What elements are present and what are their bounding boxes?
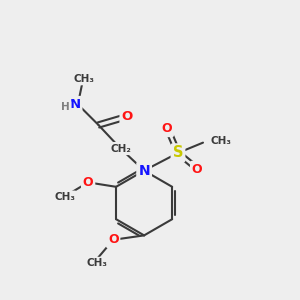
Text: O: O	[108, 233, 119, 246]
Text: O: O	[83, 176, 93, 189]
Text: CH₃: CH₃	[86, 258, 107, 268]
Text: CH₂: CH₂	[110, 143, 131, 154]
Text: CH₃: CH₃	[54, 192, 75, 202]
Text: CH₃: CH₃	[210, 136, 231, 146]
Text: S: S	[173, 146, 183, 160]
Text: N: N	[69, 98, 80, 111]
Text: H: H	[61, 102, 70, 112]
Text: O: O	[192, 163, 203, 176]
Text: CH₃: CH₃	[73, 74, 94, 84]
Text: O: O	[161, 122, 172, 135]
Text: O: O	[122, 110, 133, 123]
Text: N: N	[138, 164, 150, 178]
